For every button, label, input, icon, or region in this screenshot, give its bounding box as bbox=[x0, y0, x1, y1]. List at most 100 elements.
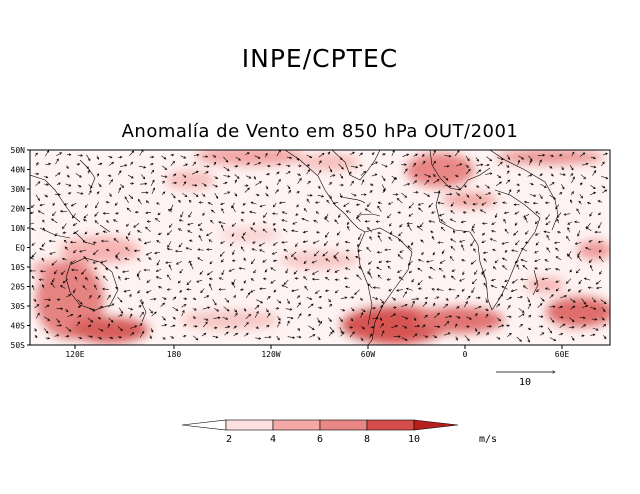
wind-arrow-shaft bbox=[501, 241, 509, 245]
wind-arrow-shaft bbox=[276, 299, 281, 304]
wind-arrow-head bbox=[107, 323, 110, 327]
wind-arrow-shaft bbox=[44, 299, 51, 301]
wind-arrow-head bbox=[108, 294, 111, 298]
wind-arrow-shaft bbox=[201, 333, 206, 337]
wind-arrow-shaft bbox=[287, 317, 294, 319]
wind-arrow-head bbox=[501, 324, 505, 328]
wind-arrow-head bbox=[482, 233, 485, 236]
wind-arrow-head bbox=[297, 328, 300, 332]
wind-arrow-head bbox=[571, 151, 575, 155]
wind-arrow-shaft bbox=[379, 323, 384, 328]
wind-arrow-shaft bbox=[304, 269, 310, 271]
wind-arrow-head bbox=[302, 230, 306, 234]
wind-arrow-head bbox=[567, 288, 571, 292]
wind-arrow-head bbox=[408, 214, 412, 217]
wind-arrow-head bbox=[436, 296, 440, 299]
wind-arrow-head bbox=[102, 212, 106, 215]
wind-arrow-shaft bbox=[214, 308, 219, 312]
wind-arrow-head bbox=[453, 230, 456, 233]
wind-arrow-shaft bbox=[345, 241, 351, 244]
wind-arrow-shaft bbox=[601, 161, 605, 167]
wind-arrow-shaft bbox=[67, 314, 73, 318]
wind-arrow-shaft bbox=[197, 257, 203, 262]
wind-arrow-head bbox=[226, 300, 230, 303]
wind-arrow-head bbox=[377, 231, 380, 235]
wind-arrow-head bbox=[194, 308, 197, 311]
wind-arrow-shaft bbox=[287, 336, 295, 339]
wind-arrow-shaft bbox=[361, 308, 366, 313]
reference-vector: 10 bbox=[496, 372, 555, 388]
wind-arrow-shaft bbox=[475, 157, 479, 162]
wind-arrow-shaft bbox=[540, 297, 545, 302]
wind-arrow-shaft bbox=[162, 165, 167, 170]
wind-arrow-shaft bbox=[465, 164, 469, 168]
wind-arrow-head bbox=[79, 336, 83, 340]
wind-arrow-head bbox=[507, 179, 511, 183]
wind-arrow-head bbox=[315, 231, 319, 234]
wind-arrow-head bbox=[57, 298, 61, 301]
wind-arrow-shaft bbox=[369, 333, 373, 338]
wind-arrow-head bbox=[248, 176, 252, 179]
wind-arrow-shaft bbox=[56, 152, 62, 156]
wind-arrow-head bbox=[416, 225, 420, 229]
wind-arrow-head bbox=[251, 248, 255, 251]
wind-arrow-head bbox=[303, 207, 307, 211]
wind-arrow-head bbox=[439, 261, 443, 264]
wind-arrow-head bbox=[357, 249, 360, 252]
wind-arrow-shaft bbox=[444, 155, 451, 157]
wind-arrow-head bbox=[462, 272, 465, 276]
wind-arrow-head bbox=[304, 285, 307, 289]
wind-arrow-head bbox=[173, 316, 176, 320]
wind-arrow-head bbox=[398, 239, 401, 242]
wind-arrow-head bbox=[375, 220, 379, 223]
wind-arrow-shaft bbox=[372, 296, 378, 300]
lat-label: 20S bbox=[11, 283, 26, 292]
wind-arrow-head bbox=[570, 173, 574, 176]
wind-arrow-head bbox=[234, 179, 237, 183]
wind-arrow-head bbox=[57, 320, 60, 323]
wind-arrow-shaft bbox=[549, 317, 555, 323]
wind-arrow-shaft bbox=[577, 230, 581, 237]
wind-arrow-head bbox=[445, 178, 449, 181]
wind-arrow-head bbox=[481, 240, 485, 243]
wind-arrow-head bbox=[59, 324, 63, 327]
wind-arrow-head bbox=[215, 176, 219, 180]
wind-arrow-head bbox=[489, 172, 493, 175]
wind-arrow-head bbox=[311, 272, 315, 275]
wind-arrow-head bbox=[455, 337, 458, 341]
wind-arrow-head bbox=[594, 318, 598, 321]
wind-arrow-head bbox=[57, 193, 61, 196]
wind-arrow-head bbox=[437, 241, 441, 244]
wind-arrow-shaft bbox=[503, 219, 507, 224]
wind-arrow-head bbox=[521, 310, 525, 313]
wind-arrow-shaft bbox=[197, 249, 204, 251]
wind-arrow-head bbox=[216, 309, 220, 312]
wind-arrow-head bbox=[597, 240, 601, 244]
wind-arrow-head bbox=[593, 165, 597, 169]
wind-arrow-head bbox=[102, 275, 106, 279]
wind-arrow-shaft bbox=[172, 296, 177, 301]
wind-arrow-head bbox=[555, 288, 559, 292]
wind-arrow-head bbox=[291, 254, 294, 257]
wind-arrow-head bbox=[215, 196, 219, 199]
wind-arrow-shaft bbox=[49, 251, 56, 255]
wind-arrow-head bbox=[579, 182, 583, 186]
wind-arrow-head bbox=[441, 251, 445, 255]
wind-arrow-head bbox=[517, 189, 520, 193]
wind-arrow-shaft bbox=[295, 242, 298, 247]
wind-arrow-shaft bbox=[350, 181, 354, 186]
wind-arrow-shaft bbox=[496, 336, 501, 340]
wind-arrow-head bbox=[500, 161, 503, 165]
wind-arrow-shaft bbox=[403, 168, 408, 174]
wind-arrow-head bbox=[438, 267, 442, 271]
wind-arrow-head bbox=[491, 278, 494, 282]
wind-arrow-head bbox=[218, 288, 222, 291]
wind-arrow-head bbox=[115, 229, 119, 233]
wind-arrow-head bbox=[235, 312, 238, 316]
wind-arrow-shaft bbox=[161, 155, 167, 160]
wind-arrow-head bbox=[30, 227, 34, 231]
wind-arrow-head bbox=[437, 325, 441, 329]
wind-arrow-shaft bbox=[421, 160, 426, 165]
wind-arrow-shaft bbox=[597, 200, 603, 203]
wind-arrow-head bbox=[398, 233, 401, 237]
